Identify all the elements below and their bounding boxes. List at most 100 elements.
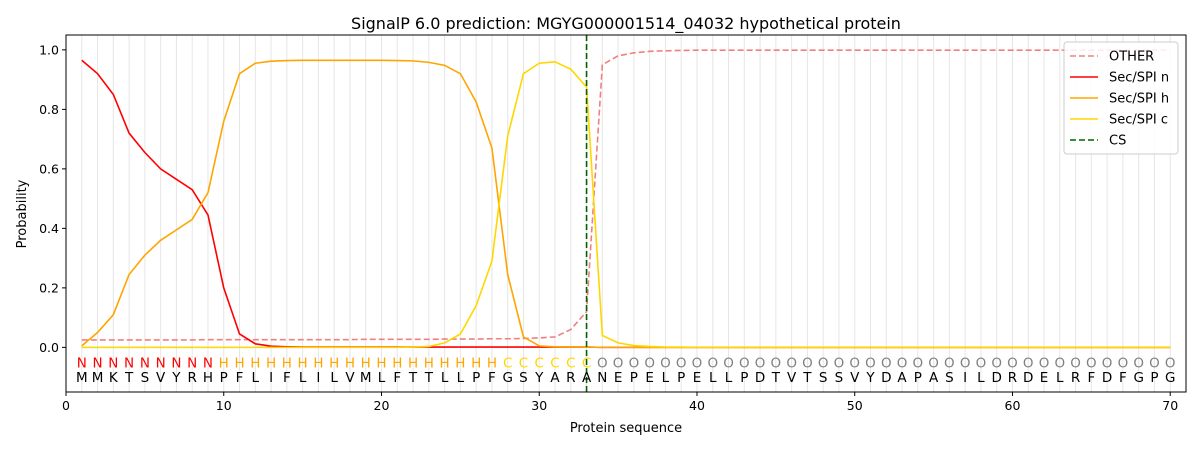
- region-label: O: [755, 355, 766, 371]
- region-label: O: [1023, 355, 1034, 371]
- x-tick-label: 20: [374, 398, 390, 413]
- region-label: O: [660, 355, 671, 371]
- x-tick-label: 30: [531, 398, 547, 413]
- region-label: O: [849, 355, 860, 371]
- residue-letter: L: [378, 370, 386, 386]
- residue-letter: M: [360, 370, 372, 386]
- region-label: O: [897, 355, 908, 371]
- residue-letter: V: [156, 370, 166, 386]
- residue-letter: F: [1119, 370, 1127, 386]
- residue-letter: R: [188, 370, 197, 386]
- residue-letter: L: [725, 370, 733, 386]
- x-tick-label: 0: [62, 398, 70, 413]
- legend-label: Sec/SPI n: [1109, 71, 1169, 86]
- region-label: N: [92, 355, 102, 371]
- residue-letter: V: [787, 370, 797, 386]
- residue-letter: S: [835, 370, 844, 386]
- region-label: O: [960, 355, 971, 371]
- region-label: C: [519, 355, 528, 371]
- y-axis: 0.0 0.2 0.4 0.6 0.8 1.0: [39, 42, 66, 355]
- residue-letter: T: [424, 370, 434, 386]
- legend-label: Sec/SPI c: [1109, 113, 1168, 128]
- residue-letter: L: [252, 370, 260, 386]
- residue-letter: F: [1087, 370, 1095, 386]
- region-label: O: [881, 355, 892, 371]
- residue-letter: P: [677, 370, 685, 386]
- residue-letter: A: [582, 370, 592, 386]
- residue-letter: I: [269, 370, 273, 386]
- residue-letter: A: [929, 370, 939, 386]
- residue-letter: I: [316, 370, 320, 386]
- region-label: N: [77, 355, 87, 371]
- series-line-sec-spi-n: [81, 59, 1171, 349]
- region-label: N: [156, 355, 166, 371]
- region-label: O: [1054, 355, 1065, 371]
- chart-title: SignalP 6.0 prediction: MGYG000001514_04…: [351, 14, 901, 34]
- y-tick-label: 0.6: [39, 161, 59, 176]
- residue-letter: S: [945, 370, 954, 386]
- region-label: O: [1039, 355, 1050, 371]
- region-label: C: [566, 355, 575, 371]
- residue-letter: R: [1008, 370, 1017, 386]
- residue-letter: G: [502, 370, 512, 386]
- residue-letter: D: [1023, 370, 1033, 386]
- region-label: O: [1149, 355, 1160, 371]
- residue-letter: F: [236, 370, 244, 386]
- residue-letter: A: [897, 370, 907, 386]
- legend-label: CS: [1109, 134, 1126, 149]
- residue-letter: P: [630, 370, 638, 386]
- x-axis-label: Protein sequence: [570, 421, 682, 436]
- y-tick-label: 0.8: [39, 102, 59, 117]
- region-label: O: [692, 355, 703, 371]
- region-label: H: [329, 355, 339, 371]
- region-label: N: [124, 355, 134, 371]
- region-label: H: [345, 355, 355, 371]
- residue-letter: V: [850, 370, 860, 386]
- region-label: O: [629, 355, 640, 371]
- region-label: O: [1086, 355, 1097, 371]
- residue-letter: Y: [865, 370, 875, 386]
- region-label: O: [1102, 355, 1113, 371]
- residue-letter: L: [709, 370, 717, 386]
- legend: OTHER Sec/SPI n Sec/SPI h Sec/SPI c CS: [1063, 41, 1179, 155]
- region-label: O: [1007, 355, 1018, 371]
- x-tick-label: 10: [216, 398, 232, 413]
- residue-letter: L: [1056, 370, 1064, 386]
- region-label: O: [597, 355, 608, 371]
- series-line-other: [81, 49, 1171, 341]
- residue-letter: L: [299, 370, 307, 386]
- residue-letter: P: [220, 370, 228, 386]
- y-tick-label: 1.0: [39, 42, 59, 57]
- residue-letter: P: [740, 370, 748, 386]
- residue-letter: H: [203, 370, 213, 386]
- legend-box: [1063, 41, 1179, 155]
- region-label: H: [250, 355, 260, 371]
- region-label: O: [723, 355, 734, 371]
- residue-letter: I: [963, 370, 967, 386]
- residue-letter: R: [566, 370, 575, 386]
- region-label: H: [471, 355, 481, 371]
- region-label: O: [707, 355, 718, 371]
- plot-frame: [65, 34, 1187, 393]
- region-label: N: [203, 355, 213, 371]
- residue-letter: M: [92, 370, 104, 386]
- region-label: H: [361, 355, 371, 371]
- region-label: O: [865, 355, 876, 371]
- residue-letter: E: [693, 370, 702, 386]
- region-label: O: [802, 355, 813, 371]
- region-label: H: [266, 355, 276, 371]
- residue-letter: A: [550, 370, 560, 386]
- y-tick-label: 0.2: [39, 280, 59, 295]
- residue-letter: S: [519, 370, 528, 386]
- region-label: H: [408, 355, 418, 371]
- residue-letter: F: [393, 370, 401, 386]
- residue-letter: D: [992, 370, 1002, 386]
- region-label: O: [991, 355, 1002, 371]
- region-label: O: [786, 355, 797, 371]
- x-tick-label: 50: [847, 398, 863, 413]
- region-label: N: [140, 355, 150, 371]
- residue-letter: E: [614, 370, 623, 386]
- residue-letter: Y: [534, 370, 544, 386]
- region-label: H: [487, 355, 497, 371]
